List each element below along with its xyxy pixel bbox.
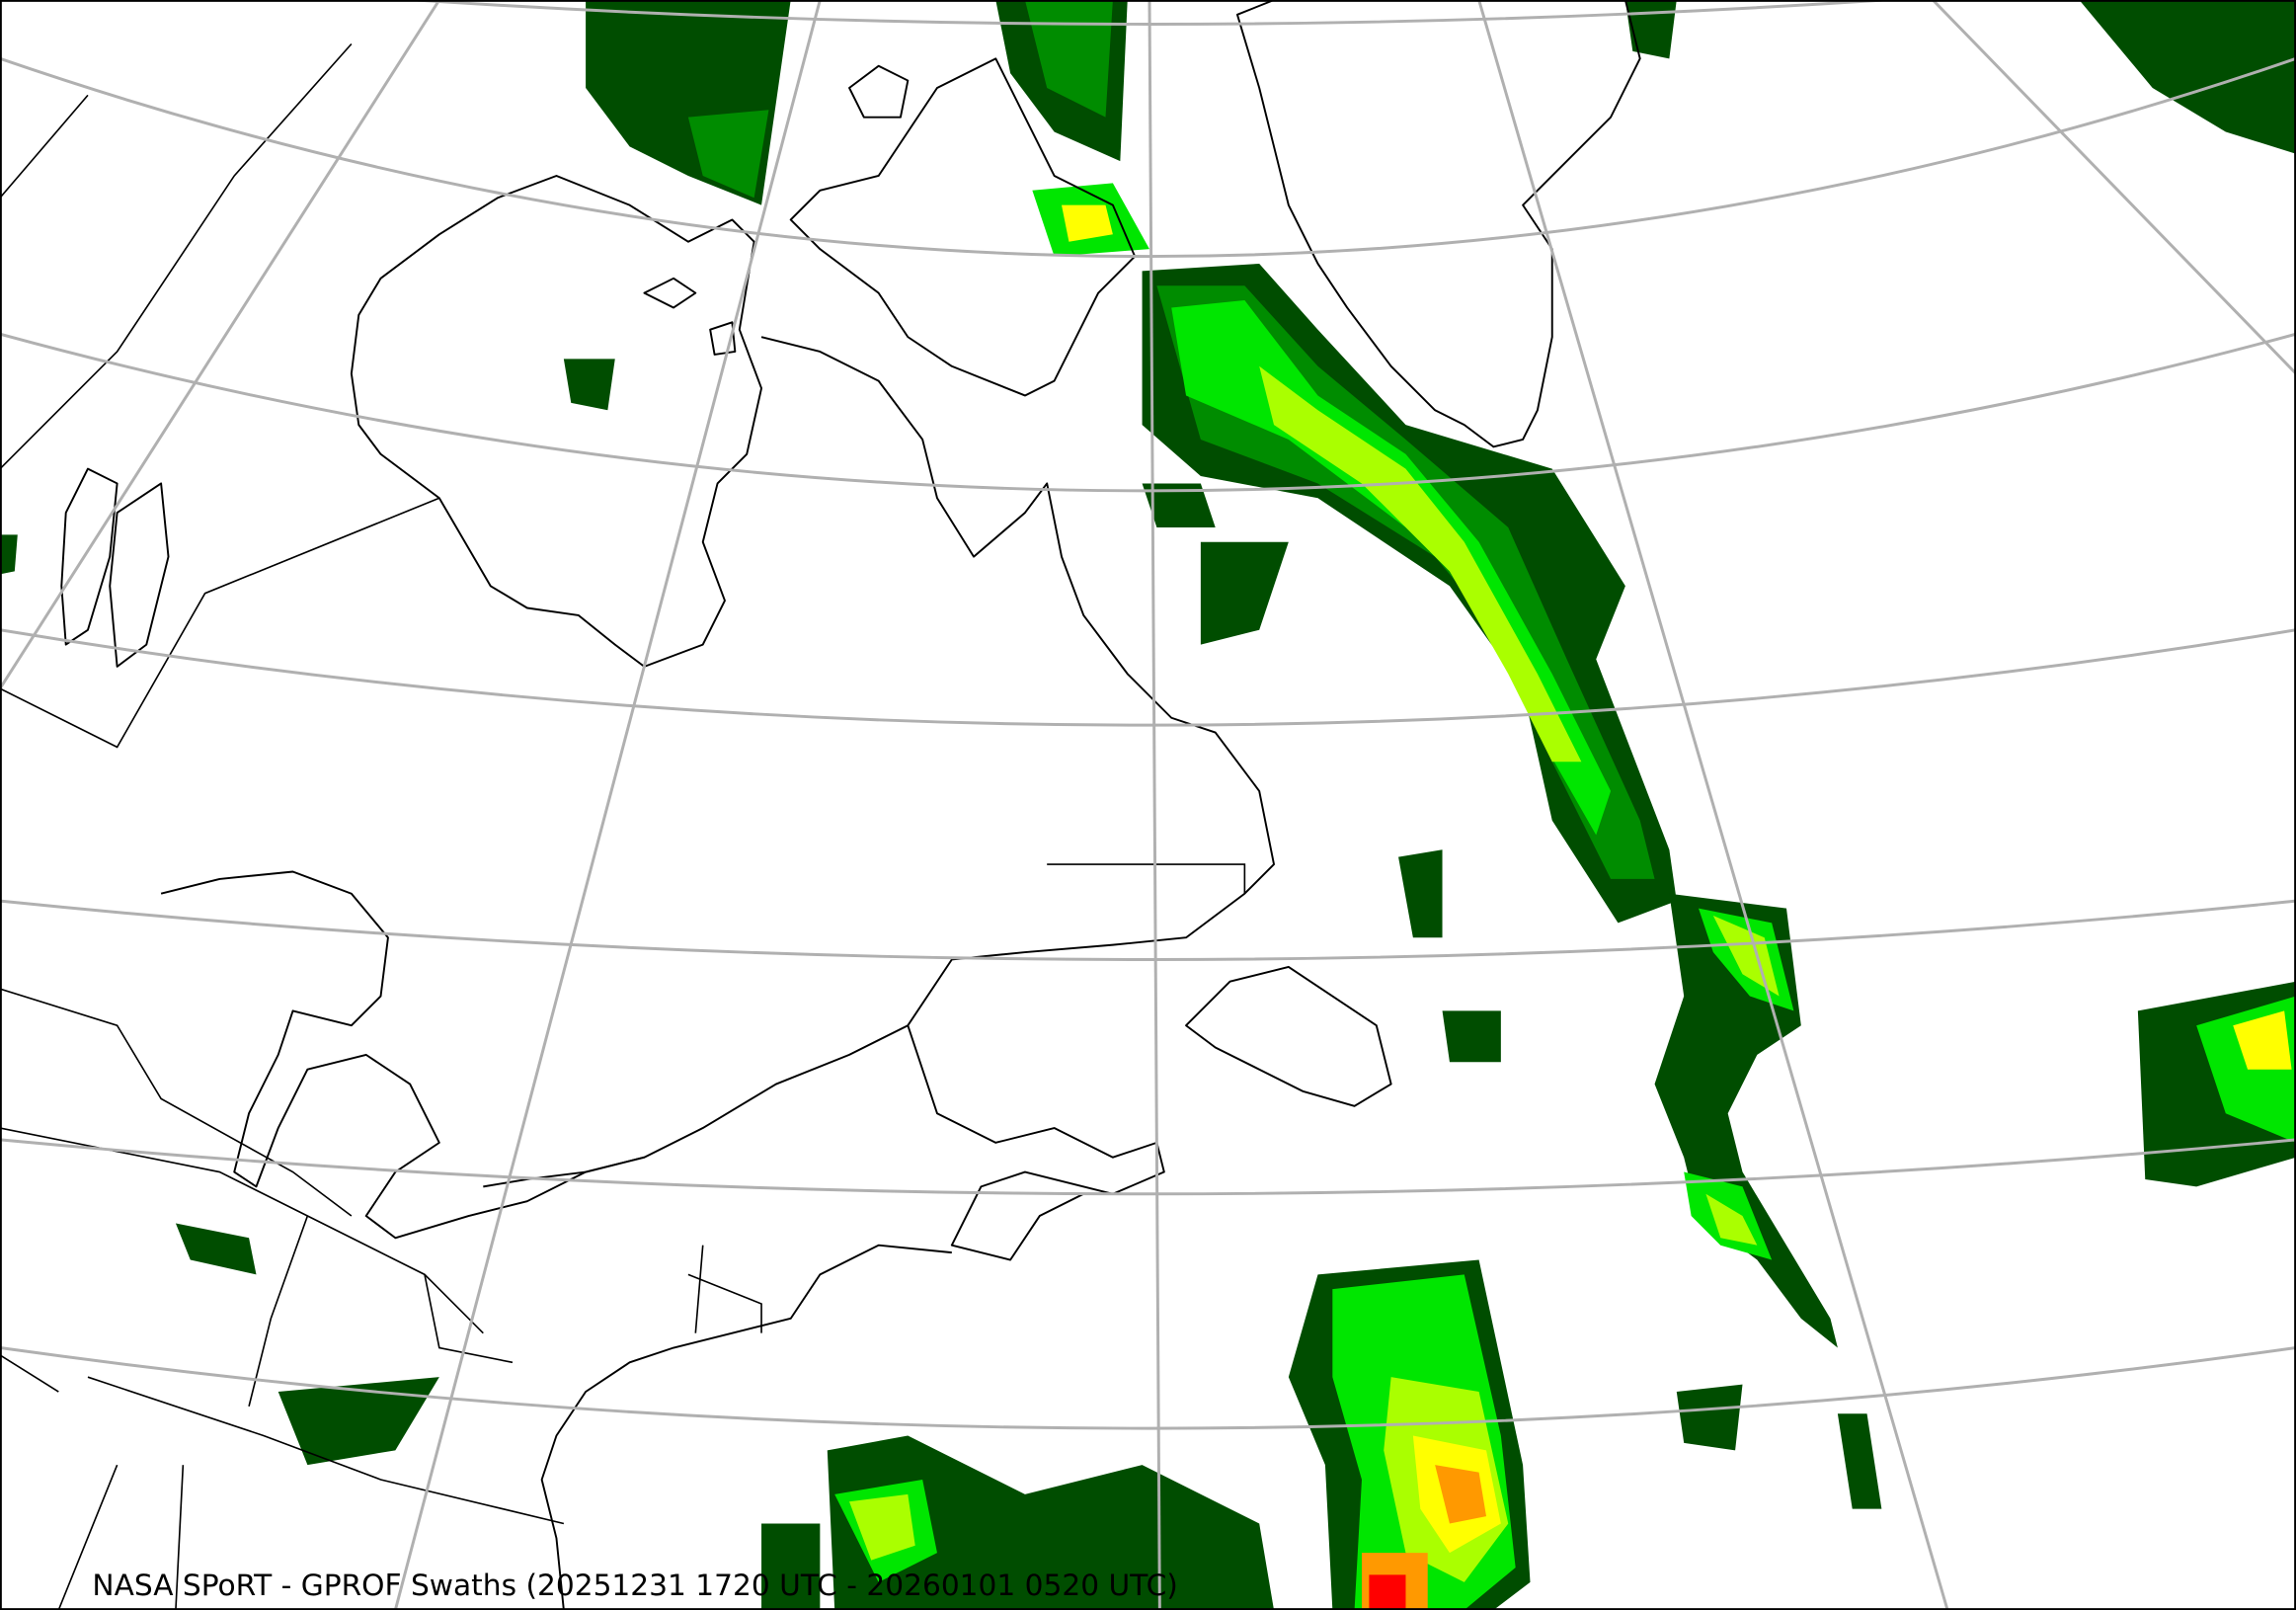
precip-region-moderate-heavy — [2233, 1010, 2292, 1070]
precip-region-heavy — [1435, 1465, 1487, 1524]
precip-region-very-heavy — [1369, 1574, 1406, 1610]
greenland-coast — [1235, 0, 1641, 448]
coastlines — [60, 0, 1641, 1610]
precip-region-very-light — [0, 534, 18, 575]
state-border — [424, 1245, 762, 1364]
us-canada-border — [0, 988, 353, 1217]
state-border — [0, 1215, 309, 1610]
us-east-coast — [540, 1244, 952, 1610]
arctic-islands — [643, 64, 910, 356]
precip-region-very-light — [175, 1223, 257, 1275]
longitude-line — [1932, 0, 2296, 375]
precip-region-moderate-heavy — [1062, 204, 1113, 242]
precip-region-light-moderate — [1171, 300, 1612, 836]
precip-region-very-light — [827, 1435, 1275, 1610]
longitude-line — [393, 0, 822, 1610]
longitude-line — [1148, 0, 1161, 1610]
province-border — [0, 42, 353, 470]
west-arctic-islands — [60, 467, 170, 668]
precip-region-very-light — [563, 359, 615, 411]
latitude-line — [0, 56, 2296, 259]
precip-region-very-light — [1676, 1384, 1743, 1451]
longitude-line — [1477, 0, 1949, 1610]
map-caption: NASA SPoRT - GPROF Swaths (20251231 1720… — [92, 1568, 1177, 1602]
longitude-line — [0, 0, 441, 689]
labrador-quebec-coast — [483, 336, 1275, 1188]
latitude-line — [0, 1346, 2296, 1430]
baffin-island-coast — [789, 57, 1137, 397]
state-border — [87, 1376, 565, 1525]
province-border — [0, 94, 89, 199]
precip-region-moderate — [1705, 1193, 1758, 1246]
political-borders — [0, 42, 1246, 1610]
province-border — [0, 497, 440, 749]
precip-region-moderate — [849, 1493, 915, 1561]
gulf-st-lawrence-coast — [907, 1024, 1165, 1261]
precip-region-light — [687, 110, 769, 199]
precip-region-very-light — [2079, 0, 2296, 154]
precip-region-light — [1024, 0, 1113, 118]
province-border — [1047, 863, 1246, 894]
latitude-line — [0, 1138, 2296, 1196]
precip-region-very-light — [1200, 541, 1289, 645]
latitude-line — [0, 628, 2296, 727]
state-border — [0, 1127, 484, 1334]
precip-region-very-light — [1142, 483, 1216, 527]
latitude-line — [0, 899, 2296, 961]
latitude-line — [0, 332, 2296, 493]
precip-region-very-light — [1398, 849, 1443, 938]
precip-region-very-light — [1837, 1413, 1882, 1509]
precip-region-very-light — [761, 1523, 821, 1610]
newfoundland-coast — [1185, 965, 1392, 1107]
precip-region-moderate — [1259, 365, 1582, 763]
precip-region-very-light — [1442, 1010, 1501, 1063]
precip-region-very-light — [277, 1377, 439, 1466]
